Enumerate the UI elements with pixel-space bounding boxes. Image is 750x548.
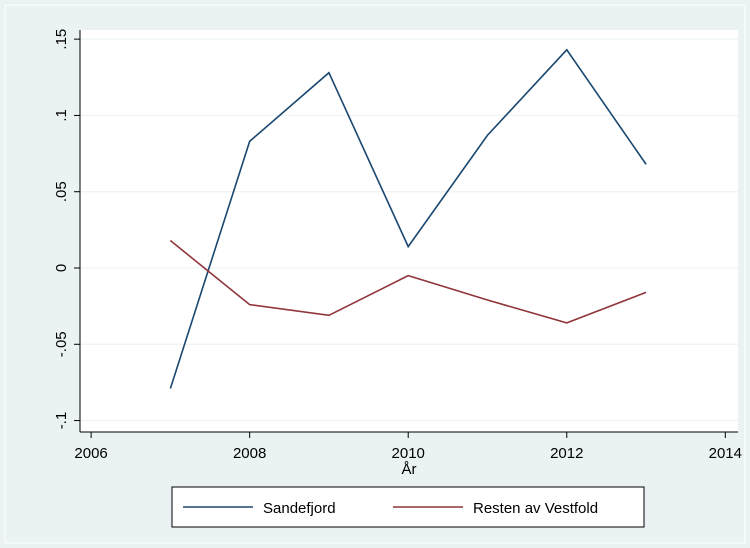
y-tick-label: 0 — [53, 264, 70, 272]
x-tick-label: 2014 — [709, 445, 742, 462]
x-tick-label: 2012 — [550, 445, 583, 462]
y-tick-label: .05 — [53, 181, 70, 202]
plot-area — [80, 30, 738, 432]
legend-label: Sandefjord — [263, 500, 336, 517]
y-tick-label: .1 — [53, 109, 70, 122]
x-tick-label: 2008 — [233, 445, 266, 462]
x-tick-label: 2010 — [392, 445, 425, 462]
x-axis-label: År — [402, 461, 417, 478]
series-line — [169, 48, 647, 389]
legend-label: Resten av Vestfold — [473, 500, 598, 517]
x-tick-label: 2006 — [74, 445, 107, 462]
y-tick-label: .15 — [53, 29, 70, 50]
series-line — [169, 239, 647, 324]
y-tick-label: -.05 — [53, 331, 70, 357]
y-tick-label: -.1 — [53, 412, 70, 430]
